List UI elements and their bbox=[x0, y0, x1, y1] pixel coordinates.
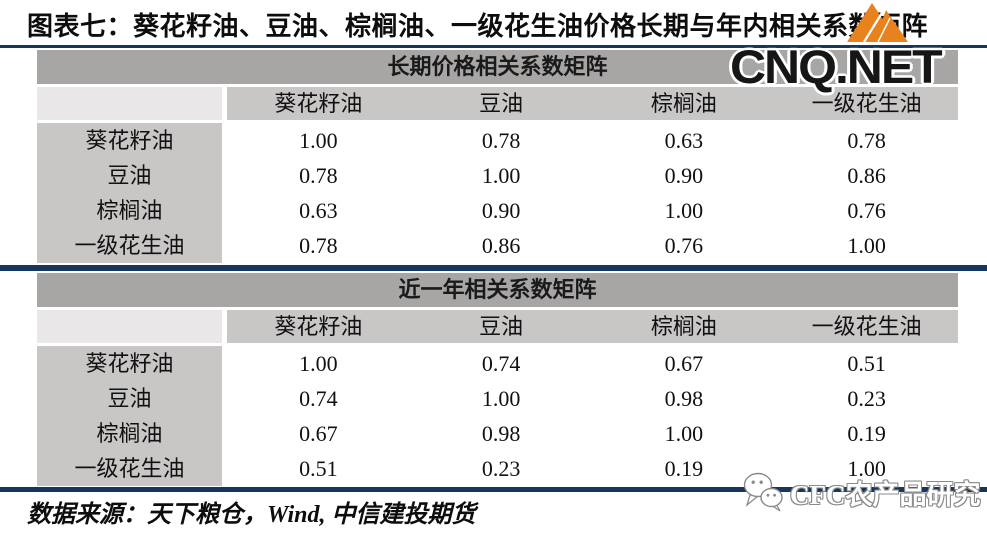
cfc-watermark: CFC农产品研究 bbox=[740, 468, 981, 516]
matrix-cell: 1.00 bbox=[592, 416, 776, 451]
table-row: 一级花生油 0.78 0.86 0.76 1.00 bbox=[37, 228, 958, 263]
col-header: 一级花生油 bbox=[775, 310, 958, 343]
matrix-cell: 0.90 bbox=[592, 158, 776, 193]
row-header: 一级花生油 bbox=[37, 228, 222, 263]
matrix-cell: 0.63 bbox=[592, 123, 776, 158]
data-source-note: 数据来源：天下粮仓，Wind, 中信建投期货 bbox=[27, 502, 476, 528]
recent-year-matrix-table: 近一年相关系数矩阵 葵花籽油 豆油 棕榈油 一级花生油 葵花籽油 1.00 0.… bbox=[37, 273, 958, 486]
row-header: 豆油 bbox=[37, 158, 222, 193]
table-row: 豆油 0.78 1.00 0.90 0.86 bbox=[37, 158, 958, 193]
matrix-cell: 0.67 bbox=[227, 416, 410, 451]
table-row: 葵花籽油 1.00 0.78 0.63 0.78 bbox=[37, 123, 958, 158]
matrix-cell: 0.67 bbox=[592, 346, 776, 381]
row-header: 棕榈油 bbox=[37, 193, 222, 228]
table-bottom-rule bbox=[0, 487, 987, 492]
matrix-cell: 0.98 bbox=[592, 381, 776, 416]
col-header: 葵花籽油 bbox=[227, 87, 410, 120]
matrix-cell: 0.23 bbox=[409, 451, 593, 486]
table-row: 一级花生油 0.51 0.23 0.19 1.00 bbox=[37, 451, 958, 486]
table-row: 棕榈油 0.63 0.90 1.00 0.76 bbox=[37, 193, 958, 228]
matrix-cell: 0.19 bbox=[775, 416, 958, 451]
matrix-cell: 0.74 bbox=[409, 346, 593, 381]
table-row: 豆油 0.74 1.00 0.98 0.23 bbox=[37, 381, 958, 416]
corner-cell bbox=[37, 87, 222, 120]
col-header: 一级花生油 bbox=[775, 87, 958, 120]
row-header: 一级花生油 bbox=[37, 451, 222, 486]
matrix-cell: 0.78 bbox=[227, 158, 410, 193]
title-underline-rule bbox=[0, 45, 987, 48]
matrix-cell: 0.51 bbox=[227, 451, 410, 486]
matrix-cell: 0.51 bbox=[775, 346, 958, 381]
matrix-cell: 0.78 bbox=[775, 123, 958, 158]
col-header: 豆油 bbox=[409, 310, 593, 343]
long-term-matrix-table: 长期价格相关系数矩阵 葵花籽油 豆油 棕榈油 一级花生油 葵花籽油 1.00 0… bbox=[37, 50, 958, 263]
matrix-cell: 0.19 bbox=[592, 451, 776, 486]
col-header: 葵花籽油 bbox=[227, 310, 410, 343]
table-title: 长期价格相关系数矩阵 bbox=[37, 50, 958, 84]
table-row: 葵花籽油 1.00 0.74 0.67 0.51 bbox=[37, 346, 958, 381]
matrix-cell: 0.78 bbox=[409, 123, 593, 158]
row-header: 豆油 bbox=[37, 381, 222, 416]
matrix-cell: 1.00 bbox=[409, 381, 593, 416]
matrix-cell: 1.00 bbox=[592, 193, 776, 228]
matrix-cell: 1.00 bbox=[775, 451, 958, 486]
col-header: 棕榈油 bbox=[592, 87, 776, 120]
tables-divider-rule bbox=[0, 265, 987, 271]
col-header: 棕榈油 bbox=[592, 310, 776, 343]
row-header: 葵花籽油 bbox=[37, 123, 222, 158]
matrix-cell: 0.98 bbox=[409, 416, 593, 451]
matrix-cell: 1.00 bbox=[775, 228, 958, 263]
matrix-cell: 0.63 bbox=[227, 193, 410, 228]
matrix-cell: 1.00 bbox=[409, 158, 593, 193]
cnq-watermark: CNQ.NET bbox=[730, 41, 943, 94]
table-header-row: 葵花籽油 豆油 棕榈油 一级花生油 bbox=[37, 87, 958, 120]
matrix-cell: 0.86 bbox=[409, 228, 593, 263]
table-title: 近一年相关系数矩阵 bbox=[37, 273, 958, 307]
figure-title: 图表七：葵花籽油、豆油、棕榈油、一级花生油价格长期与年内相关系数矩阵 bbox=[27, 12, 929, 41]
orange-triangle-logo bbox=[847, 3, 908, 43]
matrix-cell: 1.00 bbox=[227, 123, 410, 158]
corner-cell bbox=[37, 310, 222, 343]
matrix-cell: 0.78 bbox=[227, 228, 410, 263]
wechat-icon bbox=[743, 472, 783, 512]
cfc-watermark-text: CFC农产品研究 bbox=[790, 479, 981, 510]
matrix-cell: 0.76 bbox=[592, 228, 776, 263]
table-row: 棕榈油 0.67 0.98 1.00 0.19 bbox=[37, 416, 958, 451]
matrix-cell: 0.86 bbox=[775, 158, 958, 193]
matrix-cell: 0.74 bbox=[227, 381, 410, 416]
matrix-cell: 1.00 bbox=[227, 346, 410, 381]
matrix-cell: 0.90 bbox=[409, 193, 593, 228]
matrix-cell: 0.76 bbox=[775, 193, 958, 228]
row-header: 葵花籽油 bbox=[37, 346, 222, 381]
table-header-row: 葵花籽油 豆油 棕榈油 一级花生油 bbox=[37, 310, 958, 343]
col-header: 豆油 bbox=[409, 87, 593, 120]
matrix-cell: 0.23 bbox=[775, 381, 958, 416]
row-header: 棕榈油 bbox=[37, 416, 222, 451]
